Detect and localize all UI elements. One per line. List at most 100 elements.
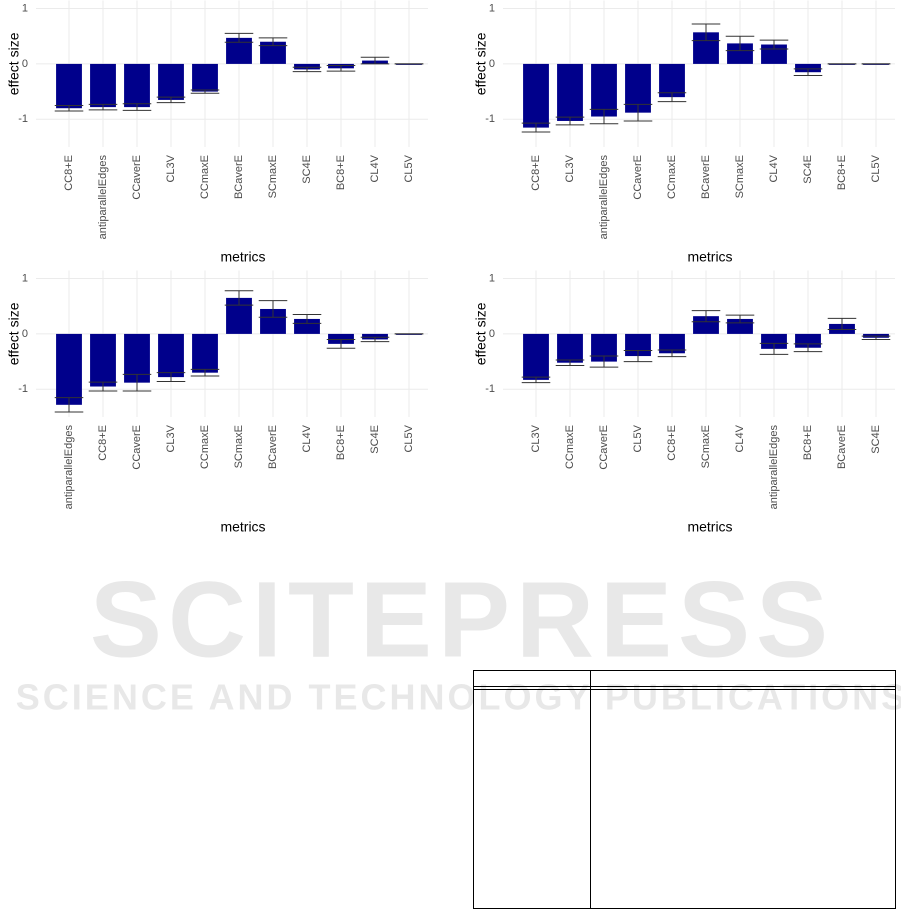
error-bar — [759, 342, 789, 355]
error-bar — [589, 108, 619, 125]
bar — [90, 333, 116, 387]
bar — [727, 43, 753, 64]
y-tick-label: -1 — [18, 113, 28, 125]
y-tick-label: 0 — [22, 328, 28, 340]
x-tick-label: CL5V — [632, 424, 644, 452]
error-bar — [190, 368, 220, 377]
error-bar — [258, 300, 288, 318]
error-bar — [156, 372, 186, 383]
chart: -1 0 1 effect size metrics CC8+E CL3V antiparal… — [473, 0, 895, 265]
x-tick-label: BCaverE — [836, 425, 848, 469]
error-bar — [555, 116, 585, 126]
x-tick-label: CCmaxE — [199, 155, 211, 199]
y-tick-label: 1 — [22, 272, 28, 284]
watermark: SCITEPRESS SCIENCE AND TECHNOLOGY PUBLIC… — [16, 559, 901, 718]
y-tick-label: 1 — [489, 272, 495, 284]
bar — [158, 63, 184, 100]
x-tick-label: CL3V — [165, 154, 177, 182]
bar — [557, 333, 583, 363]
x-tick-label: CCmaxE — [666, 155, 678, 199]
error-bar — [521, 376, 551, 384]
x-tick-label: CCaverE — [131, 425, 143, 470]
x-tick-label: CL3V — [165, 424, 177, 452]
watermark-subtitle: SCIENCE AND TECHNOLOGY PUBLICATIONS — [16, 677, 901, 718]
x-tick-label: CL5V — [403, 424, 415, 452]
x-tick-label: CL4V — [768, 154, 780, 182]
bar — [659, 63, 685, 98]
bar — [591, 63, 617, 117]
bar — [795, 63, 821, 73]
x-tick-label: CL3V — [564, 154, 576, 182]
x-tick-label: CC8+E — [63, 155, 75, 191]
error-bar — [623, 103, 653, 122]
x-tick-label: CC8+E — [666, 425, 678, 461]
y-tick-label: 1 — [489, 2, 495, 14]
error-bar — [623, 350, 653, 363]
error-bar — [725, 35, 755, 52]
x-tick-label: SC4E — [802, 155, 814, 184]
y-tick-label: 0 — [22, 58, 28, 70]
chart: -1 0 1 effect size metrics CL3V CCmaxE CCaverE C… — [473, 270, 895, 535]
error-bar — [258, 37, 288, 47]
error-bar — [589, 355, 619, 368]
x-tick-label: SC4E — [369, 425, 381, 454]
error-bar — [122, 373, 152, 392]
y-tick-label: -1 — [485, 383, 495, 395]
chart: -1 0 1 effect size metrics CC8+E antiparallelE… — [6, 0, 428, 265]
error-bar — [759, 39, 789, 50]
watermark-title: SCITEPRESS — [90, 559, 834, 680]
x-tick-label: BCaverE — [700, 155, 712, 199]
y-tick-label: 0 — [489, 58, 495, 70]
error-bar — [326, 65, 356, 72]
bar — [56, 333, 82, 405]
bar — [192, 63, 218, 92]
bar — [192, 333, 218, 373]
x-tick-label: CL4V — [301, 424, 313, 452]
x-tick-label: BC8+E — [802, 425, 814, 460]
y-axis-title: effect size — [473, 302, 489, 365]
error-bar — [224, 32, 254, 43]
bar — [761, 333, 787, 349]
bar — [294, 63, 320, 70]
bar — [56, 63, 82, 109]
bar — [90, 63, 116, 108]
table-border — [473, 670, 896, 909]
table-frame — [473, 670, 896, 909]
x-tick-label: BCaverE — [267, 425, 279, 469]
x-tick-label: SCmaxE — [700, 425, 712, 468]
x-axis-title: metrics — [687, 249, 732, 265]
error-bar — [657, 92, 687, 103]
x-tick-label: BC8+E — [335, 155, 347, 190]
x-tick-label: BC8+E — [335, 425, 347, 460]
bar — [693, 316, 719, 334]
x-tick-label: CL4V — [734, 424, 746, 452]
bar — [294, 318, 320, 334]
bar — [158, 333, 184, 378]
error-bar — [725, 314, 755, 324]
x-tick-label: SCmaxE — [267, 155, 279, 198]
error-bar — [190, 89, 220, 94]
error-bar — [326, 338, 356, 349]
error-bar — [657, 349, 687, 358]
error-bar — [88, 103, 118, 111]
y-tick-label: 1 — [22, 2, 28, 14]
error-bar — [156, 96, 186, 104]
error-bar — [861, 335, 891, 340]
bar — [362, 333, 388, 340]
error-bar — [521, 122, 551, 133]
x-tick-label: BC8+E — [836, 155, 848, 190]
x-tick-label: CL3V — [530, 424, 542, 452]
error-bar — [122, 103, 152, 111]
error-bar — [360, 336, 390, 343]
x-tick-label: CL4V — [369, 154, 381, 182]
error-bar — [793, 68, 823, 77]
x-axis-title: metrics — [220, 519, 265, 535]
x-tick-label: BCaverE — [233, 155, 245, 199]
y-axis-title: effect size — [473, 32, 489, 95]
error-bar — [88, 381, 118, 392]
error-bar — [360, 56, 390, 65]
y-tick-label: -1 — [485, 113, 495, 125]
y-tick-label: 0 — [489, 328, 495, 340]
x-tick-label: CCaverE — [598, 425, 610, 470]
